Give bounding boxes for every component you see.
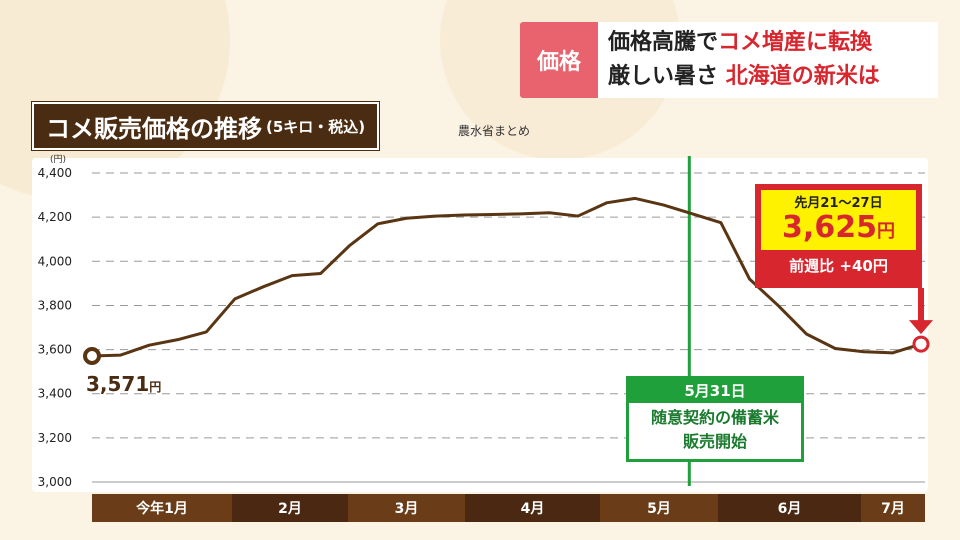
y-axis-unit: (円) (50, 154, 66, 165)
month-label: 4月 (465, 494, 600, 522)
callout-price: 3,625 (782, 210, 877, 245)
price-series-line (91, 196, 922, 358)
latest-point-marker (912, 335, 930, 353)
y-tick-label: 3,000 (38, 475, 72, 489)
start-value-unit: 円 (149, 380, 162, 394)
headline-text: 価格高騰でコメ増産に転換 厳しい暑さ 北海道の新米は (598, 22, 938, 98)
y-tick-label: 4,000 (38, 254, 72, 268)
headline-tag: 価格 (520, 22, 598, 98)
month-label: 7月 (861, 494, 925, 522)
callout-price-unit: 円 (876, 221, 895, 242)
month-label: 3月 (348, 494, 465, 522)
source-label: 農水省まとめ (458, 124, 531, 138)
y-tick-label: 4,400 (38, 166, 72, 180)
start-value: 3,571 (86, 372, 150, 396)
month-label: 5月 (600, 494, 718, 522)
start-point-marker (83, 346, 101, 365)
month-axis: 今年1月 2月 3月 4月 5月 6月 7月 (92, 494, 925, 522)
event-line2: 販売開始 (682, 432, 747, 451)
y-tick-label: 4,200 (38, 210, 72, 224)
latest-price-callout: 先月21〜27日 3,625円 前週比 +40円 (755, 184, 922, 288)
y-tick-label: 3,200 (38, 431, 72, 445)
headline-line1-a: 価格高騰で (608, 30, 719, 55)
chart-title-sub: (5キロ・税込) (266, 117, 366, 136)
month-label: 2月 (232, 494, 348, 522)
event-annotation: 5月31日 随意契約の備蓄米 販売開始 (626, 376, 804, 462)
month-label: 今年1月 (92, 494, 232, 522)
headline-line1-b: コメ増産に転換 (718, 30, 873, 55)
y-tick-label: 3,400 (38, 387, 72, 401)
event-line1: 随意契約の備蓄米 (650, 408, 779, 427)
headline-line2-a: 厳しい暑さ (608, 64, 719, 89)
callout-arrow-stem (918, 288, 924, 323)
y-tick-label: 3,600 (38, 343, 72, 357)
chart-title-main: コメ販売価格の推移 (46, 114, 262, 143)
y-tick-label: 3,800 (38, 298, 72, 312)
event-date: 5月31日 (629, 379, 801, 403)
start-value-label: 3,571円 (86, 372, 161, 396)
callout-change: 前週比 +40円 (789, 257, 888, 275)
callout-arrow-head (909, 320, 933, 335)
headline-banner: 価格 価格高騰でコメ増産に転換 厳しい暑さ 北海道の新米は (520, 22, 938, 98)
headline-line2-b: 北海道の新米は (725, 64, 880, 89)
month-label: 6月 (718, 494, 861, 522)
chart-title: コメ販売価格の推移 (5キロ・税込) (32, 102, 380, 150)
callout-period: 先月21〜27日 (794, 196, 883, 211)
